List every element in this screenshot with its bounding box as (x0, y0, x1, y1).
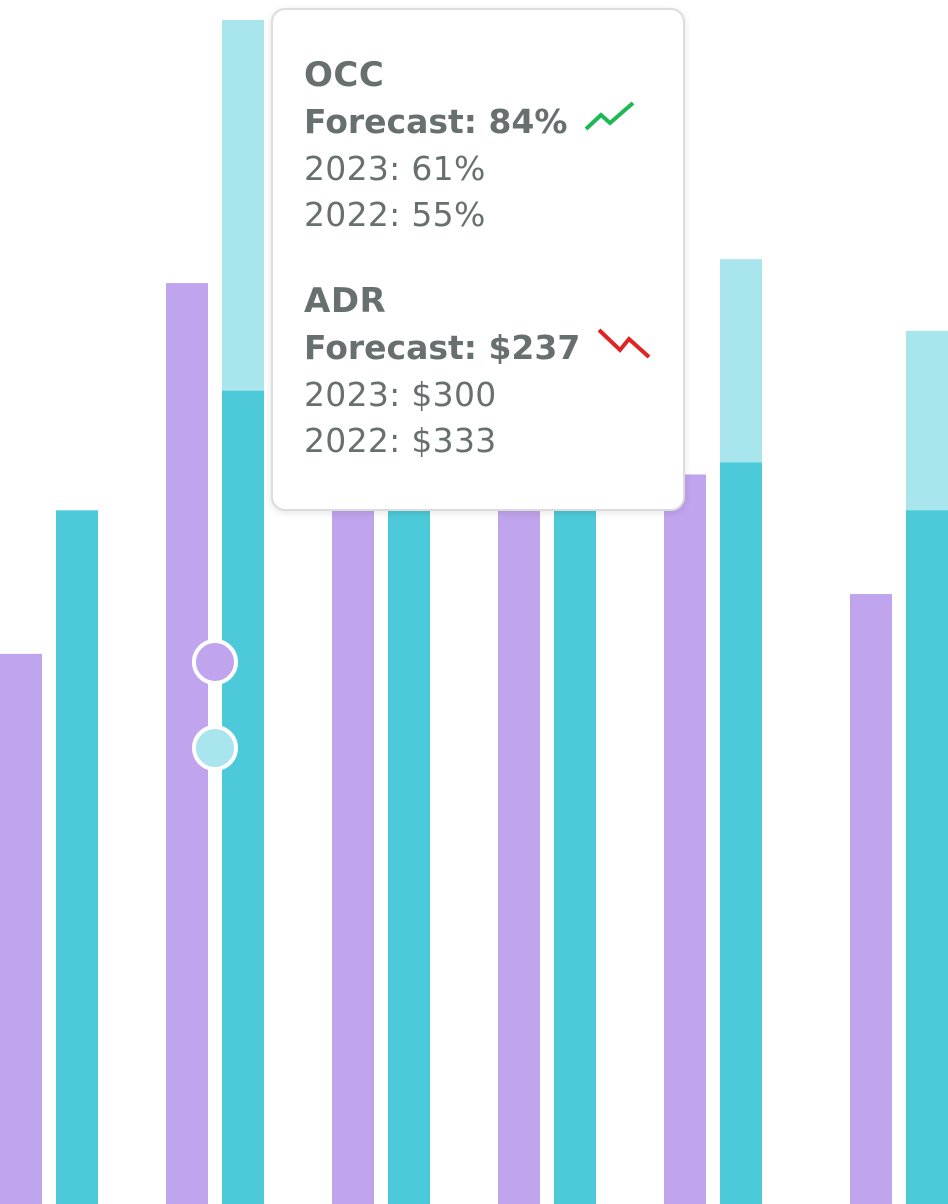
hover-line (211, 662, 219, 1204)
bar-series-b-0 (56, 510, 98, 1204)
bar-series-a-5 (850, 594, 892, 1204)
occ-2023: 2023: 61% (304, 149, 486, 188)
occ-section: OCC Forecast: 84% 2023: 61% 2022: 55% (304, 52, 683, 238)
hover-marker-series-a[interactable] (192, 639, 238, 685)
bar-series-b-3 (554, 510, 596, 1204)
adr-title: ADR (304, 281, 387, 321)
bar-series-a-0 (0, 653, 42, 1204)
adr-forecast-row: Forecast: $237 (304, 324, 683, 372)
adr-2023: 2023: $300 (304, 375, 497, 414)
occ-forecast: Forecast: 84% (304, 102, 568, 141)
adr-section: ADR Forecast: $237 2023: $300 2022: $333 (304, 278, 683, 464)
bar-series-a-2 (332, 510, 374, 1204)
bar-series-a-3 (498, 510, 540, 1204)
adr-2022: 2022: $333 (304, 421, 497, 460)
occ-title: OCC (304, 55, 385, 95)
bar-series-b-4 (720, 462, 762, 1204)
trend-down-icon (596, 324, 652, 372)
bar-series-b-5 (906, 510, 948, 1204)
trend-up-icon (583, 98, 637, 146)
bar-series-b-2 (388, 510, 430, 1204)
bar-series-b-1 (222, 390, 264, 1204)
occ-forecast-row: Forecast: 84% (304, 98, 683, 146)
hover-marker-series-b[interactable] (192, 725, 238, 771)
chart-tooltip: OCC Forecast: 84% 2023: 61% 2022: 55% AD… (271, 8, 685, 511)
bar-series-a-4 (664, 474, 706, 1204)
adr-forecast: Forecast: $237 (304, 328, 581, 367)
occ-2022: 2022: 55% (304, 195, 486, 234)
